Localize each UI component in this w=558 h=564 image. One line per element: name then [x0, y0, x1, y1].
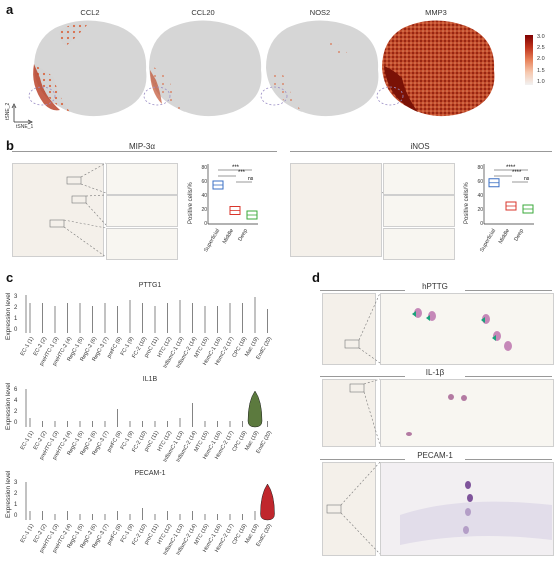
ytick: 20: [477, 207, 483, 213]
d-il1b-overview: [322, 379, 376, 447]
violin-shape: [260, 483, 275, 521]
b-left-zoom-superficial: [106, 163, 178, 195]
tsne-axis-arrows: [11, 103, 33, 125]
ytick: 60: [201, 179, 207, 185]
violin-title-pecam1: PECAM-1: [134, 470, 166, 477]
tsne-nos2: [260, 20, 379, 117]
violin-yticks-3: 3 2 1 0: [14, 478, 17, 522]
tsne-ccl2: [28, 20, 147, 117]
ytick: 3: [14, 480, 18, 486]
b-left-title: MIP-3α: [112, 142, 172, 151]
b-left-sig-1: ***: [232, 165, 240, 171]
tsne-ccl20: [143, 20, 262, 117]
ytick: 3: [14, 294, 18, 300]
ytick: 0: [204, 221, 207, 227]
tsne-title-ccl20: CCL20: [191, 8, 215, 17]
ytick: 0: [14, 327, 18, 333]
tsne-title-ccl2: CCL2: [80, 8, 100, 17]
ytick: 0: [480, 221, 483, 227]
ytick: 80: [477, 165, 483, 171]
b-left-sig-3: ns: [248, 176, 254, 182]
b-right-title: iNOS: [390, 142, 450, 151]
panel-b-label: b: [6, 138, 14, 153]
colorbar-tick: 2.0: [537, 56, 545, 63]
ytick: 40: [477, 193, 483, 199]
d-hpttg-overview: [322, 293, 376, 365]
panel-c-label: c: [6, 270, 14, 285]
b-left-zoom-middle: [106, 195, 178, 227]
b-right-title-rule: [290, 151, 552, 152]
tsne-plots: [11, 20, 495, 125]
colorbar-tick: 2.5: [537, 45, 545, 52]
colorbar-tick: 1.0: [537, 78, 545, 85]
panel-d-label: d: [312, 270, 320, 285]
d-title-hpttg: hPTTG: [405, 282, 465, 291]
tsne-title-mmp3: MMP3: [425, 8, 447, 17]
ytick: 2: [14, 409, 18, 415]
colorbar-ticks: 3.0 2.5 2.0 1.5 1.0: [537, 32, 545, 88]
b-left-boxplot: *** *** ns: [207, 164, 258, 225]
ytick: 2: [14, 305, 18, 311]
b-left-sig-2: ***: [238, 170, 246, 176]
ytick: 40: [201, 193, 207, 199]
violin-title-pttg1: PTTG1: [138, 282, 162, 289]
b-right-overview-image: [290, 163, 382, 257]
d-hpttg-zoom: [380, 293, 554, 365]
b-left-title-rule: [12, 151, 277, 152]
ytick: 6: [14, 387, 18, 393]
colorbar-tick: 1.5: [537, 67, 545, 74]
tsne-axis-x-label: tSNE_1: [16, 124, 34, 130]
d-title-il1b: IL-1β: [405, 368, 465, 377]
ytick: 0: [14, 420, 18, 426]
colorbar-tick: 3.0: [537, 34, 545, 40]
violin-yticks-1: 3 2 1 0: [14, 292, 17, 336]
violin-title-il1b: IL1B: [142, 376, 158, 383]
b-left-yticks: 80 60 40 20 0: [197, 161, 207, 231]
panel-a-label: a: [6, 2, 14, 17]
b-right-boxplot: **** **** ns: [483, 164, 534, 225]
tsne-title-nos2: NOS2: [309, 8, 331, 17]
b-right-zoom-superficial: [383, 163, 455, 195]
d-title-pecam1: PECAM-1: [405, 451, 465, 460]
b-right-sig-3: ns: [524, 176, 530, 182]
b-right-yticks: 80 60 40 20 0: [473, 161, 483, 231]
ytick: 20: [201, 207, 207, 213]
ytick: 1: [14, 316, 18, 322]
ytick: 2: [14, 491, 18, 497]
ytick: 0: [14, 513, 18, 519]
b-left-overview-image: [12, 163, 104, 257]
tsne-mmp3: [376, 20, 495, 117]
ytick: 60: [477, 179, 483, 185]
ytick: 80: [201, 165, 207, 171]
colorbar: [525, 35, 533, 85]
violin-yticks-2: 6 4 2 0: [14, 385, 17, 429]
b-right-sig-2: ****: [512, 170, 522, 176]
b-left-zoom-deep: [106, 228, 178, 260]
b-right-zoom-middle: [383, 195, 455, 227]
b-right-zoom-deep: [383, 228, 455, 260]
ytick: 1: [14, 502, 18, 508]
violin-shape: [247, 390, 263, 428]
ytick: 4: [14, 398, 18, 404]
b-right-sig-1: ****: [506, 165, 516, 171]
